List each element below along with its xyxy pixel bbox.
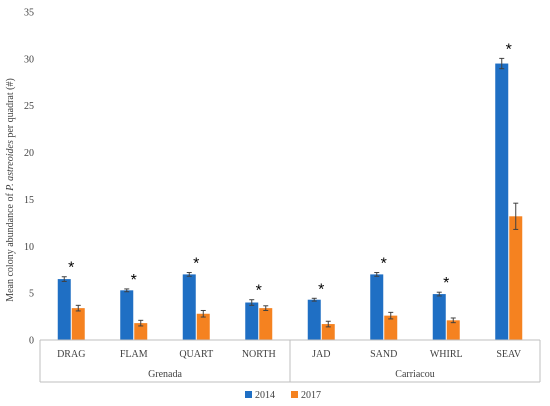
significance-marker-DRAG: * — [68, 260, 74, 277]
bar-2014-SEAV — [495, 63, 509, 341]
y-tick-label: 20 — [24, 148, 34, 159]
bar-2017-JAD — [321, 324, 335, 340]
bar-2017-NORTH — [259, 308, 273, 340]
bar-2014-DRAG — [57, 279, 71, 340]
y-tick-label: 5 — [29, 289, 34, 300]
legend-label: 2017 — [301, 390, 321, 401]
group-label: Carriacou — [395, 369, 434, 380]
y-tick-label: 15 — [24, 195, 34, 206]
group-label: Grenada — [148, 369, 182, 380]
x-category-label: DRAG — [57, 349, 85, 360]
significance-marker-FLAM: * — [131, 272, 137, 289]
y-tick-label: 25 — [24, 101, 34, 112]
bar-2014-JAD — [307, 299, 321, 340]
bar-2014-FLAM — [120, 290, 134, 340]
bar-2017-WHIRL — [446, 320, 460, 340]
x-category-label: QUART — [179, 349, 213, 360]
significance-marker-WHIRL: * — [443, 275, 449, 292]
y-axis-title-species: P. astreoides — [5, 140, 16, 192]
bar-2014-SAND — [370, 274, 384, 340]
x-category-label: SEAV — [496, 349, 522, 360]
bar-2014-WHIRL — [432, 294, 446, 340]
bars: * * * * * * * * — [57, 41, 523, 341]
bar-2017-QUART — [196, 313, 210, 340]
bar-2017-SEAV — [509, 216, 523, 340]
bar-2014-NORTH — [245, 302, 259, 340]
y-tick-label: 0 — [29, 336, 34, 347]
bar-2017-FLAM — [134, 323, 148, 340]
x-category-label: NORTH — [242, 349, 276, 360]
x-category-label: FLAM — [120, 349, 148, 360]
significance-marker-SAND: * — [381, 256, 387, 273]
bar-2014-QUART — [182, 274, 196, 340]
significance-marker-QUART: * — [193, 256, 199, 273]
bar-2017-SAND — [384, 315, 398, 340]
y-axis-title-suffix: per quadrat (#) — [5, 78, 16, 140]
y-axis-title-prefix: Mean colony abundance of — [5, 191, 16, 302]
bar-2017-DRAG — [71, 308, 85, 340]
significance-marker-SEAV: * — [506, 41, 512, 58]
y-tick-label: 10 — [24, 242, 34, 253]
legend-swatch-2017 — [291, 391, 298, 398]
y-tick-label: 30 — [24, 54, 34, 65]
legend: 2014 2017 — [245, 390, 321, 401]
x-category-label: WHIRL — [430, 349, 463, 360]
significance-marker-JAD: * — [318, 281, 324, 298]
legend-label: 2014 — [255, 390, 275, 401]
y-tick-label: 35 — [24, 8, 34, 19]
legend-swatch-2014 — [245, 391, 252, 398]
significance-marker-NORTH: * — [256, 283, 262, 300]
x-category-label: SAND — [370, 349, 397, 360]
y-axis: 0 5 10 15 20 25 30 35 — [24, 8, 34, 347]
x-category-label: JAD — [312, 349, 330, 360]
y-axis-title: Mean colony abundance of P. astreoides p… — [5, 78, 16, 302]
x-axis: DRAG FLAM QUART NORTH JAD SAND WHIRL SEAV Grenad… — [39, 339, 541, 383]
